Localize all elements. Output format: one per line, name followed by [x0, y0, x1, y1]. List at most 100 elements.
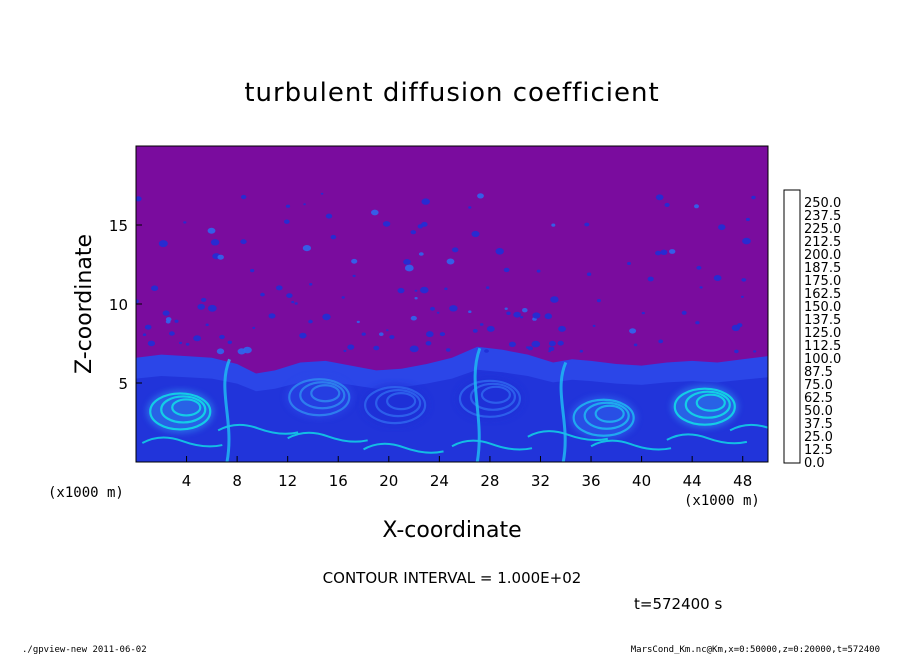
turbulent-patch [479, 323, 484, 326]
turbulent-patch [633, 343, 638, 347]
turbulent-patch [731, 324, 741, 332]
turbulent-patch [713, 275, 722, 281]
turbulent-patch [430, 306, 435, 311]
turbulent-patch [260, 292, 265, 297]
turbulent-patch [495, 248, 504, 255]
surface-streak [451, 439, 533, 451]
turbulent-patch [294, 302, 298, 305]
turbulent-patch [449, 305, 458, 312]
colorbar-label: 100.0 [804, 352, 841, 367]
turbulent-patch [414, 289, 418, 292]
turbulent-patch [286, 293, 293, 298]
turbulent-patch [584, 222, 590, 227]
eddy-swirl [469, 382, 517, 411]
turbulent-patch [486, 286, 490, 289]
turbulent-patch [276, 285, 283, 291]
x-tick-label: 12 [278, 472, 297, 490]
turbulent-patch [452, 247, 459, 253]
turbulent-patch [592, 324, 596, 327]
turbulent-patch [169, 331, 175, 336]
turbulent-patch [647, 276, 654, 282]
plume-filament [473, 347, 482, 462]
turbulent-patch [751, 195, 756, 200]
turbulent-patch [446, 258, 455, 265]
x-tick-label: 4 [182, 472, 192, 490]
turbulent-patch [414, 297, 418, 300]
eddy [455, 376, 524, 421]
colorbar-label: 0.0 [804, 456, 825, 471]
turbulent-patch [397, 287, 405, 294]
colorbar-label: 37.5 [804, 417, 833, 432]
colorbar-label: 175.0 [804, 274, 841, 289]
x-tick-label: 24 [430, 472, 449, 490]
eddy-swirl [375, 389, 422, 418]
turbulent-patch [179, 341, 183, 345]
eddy-swirl [160, 395, 207, 424]
colorbar-label: 237.5 [804, 209, 841, 224]
x-tick-label: 20 [379, 472, 398, 490]
turbulent-patch [361, 332, 366, 336]
colorbar-label: 225.0 [804, 222, 841, 237]
contour-interval-note: CONTOUR INTERVAL = 1.000E+02 [323, 569, 582, 587]
turbulent-patch [351, 258, 358, 264]
turbulent-patch [410, 230, 417, 235]
turbulent-patch [420, 286, 429, 294]
turbulent-patch [557, 340, 564, 346]
turbulent-patch [403, 259, 411, 265]
turbulent-patch [285, 204, 291, 208]
turbulent-patch [664, 202, 670, 207]
turbulent-patch [373, 345, 380, 351]
turbulent-patch [504, 307, 508, 310]
x-tick-label: 48 [733, 472, 752, 490]
colorbar-label: 12.5 [804, 443, 833, 458]
turbulent-patch [268, 313, 276, 319]
x-tick-label: 32 [531, 472, 550, 490]
turbulent-patch [513, 311, 521, 318]
turbulent-patch [468, 206, 472, 209]
turbulent-patch [426, 331, 434, 338]
turbulent-patch [655, 194, 664, 201]
turbulent-patch [386, 329, 389, 332]
eddy-swirl [288, 378, 351, 417]
turbulent-patch [136, 299, 139, 304]
turbulent-patch [548, 340, 556, 347]
turbulent-patch [174, 319, 179, 323]
turbulent-patch [250, 269, 255, 273]
colorbar-label: 250.0 [804, 196, 841, 211]
turbulent-patch [699, 286, 703, 289]
colorbar-label: 200.0 [804, 248, 841, 263]
turbulent-patch [356, 320, 360, 324]
turbulent-patch [302, 245, 311, 252]
eddy [361, 383, 430, 428]
turbulent-patch [217, 254, 224, 260]
turbulent-patch [486, 325, 495, 332]
y-axis-ticks: 5 10 15 [109, 217, 142, 393]
turbulent-patch [655, 250, 662, 256]
y-axis-label: Z-coordinate [72, 234, 97, 374]
turbulent-patch [409, 345, 419, 353]
x-tick-label: 8 [232, 472, 242, 490]
eddy-swirl [310, 384, 341, 403]
colorbar-label: 162.5 [804, 287, 841, 302]
turbulent-patch [241, 194, 247, 200]
turbulent-patch [379, 332, 384, 337]
turbulent-patch [551, 223, 556, 227]
surface-streak [527, 430, 609, 442]
colorbar-label: 137.5 [804, 313, 841, 328]
turbulent-patch [142, 333, 147, 337]
turbulent-patch [742, 237, 751, 245]
turbulent-patch [210, 239, 220, 246]
turbulent-patch [309, 283, 313, 286]
colorbar-label: 125.0 [804, 326, 841, 341]
colorbar-label: 50.0 [804, 404, 833, 419]
turbulent-patch [522, 308, 528, 313]
turbulent-patch [151, 285, 159, 292]
eddy [569, 395, 638, 440]
turbulent-patch [544, 313, 552, 320]
turbulent-patch [718, 224, 726, 231]
eddy-swirl [572, 398, 635, 437]
turbulent-patch [325, 213, 333, 219]
turbulent-patch [558, 325, 566, 332]
turbulent-patch [252, 326, 256, 329]
turbulent-patch [548, 350, 551, 353]
